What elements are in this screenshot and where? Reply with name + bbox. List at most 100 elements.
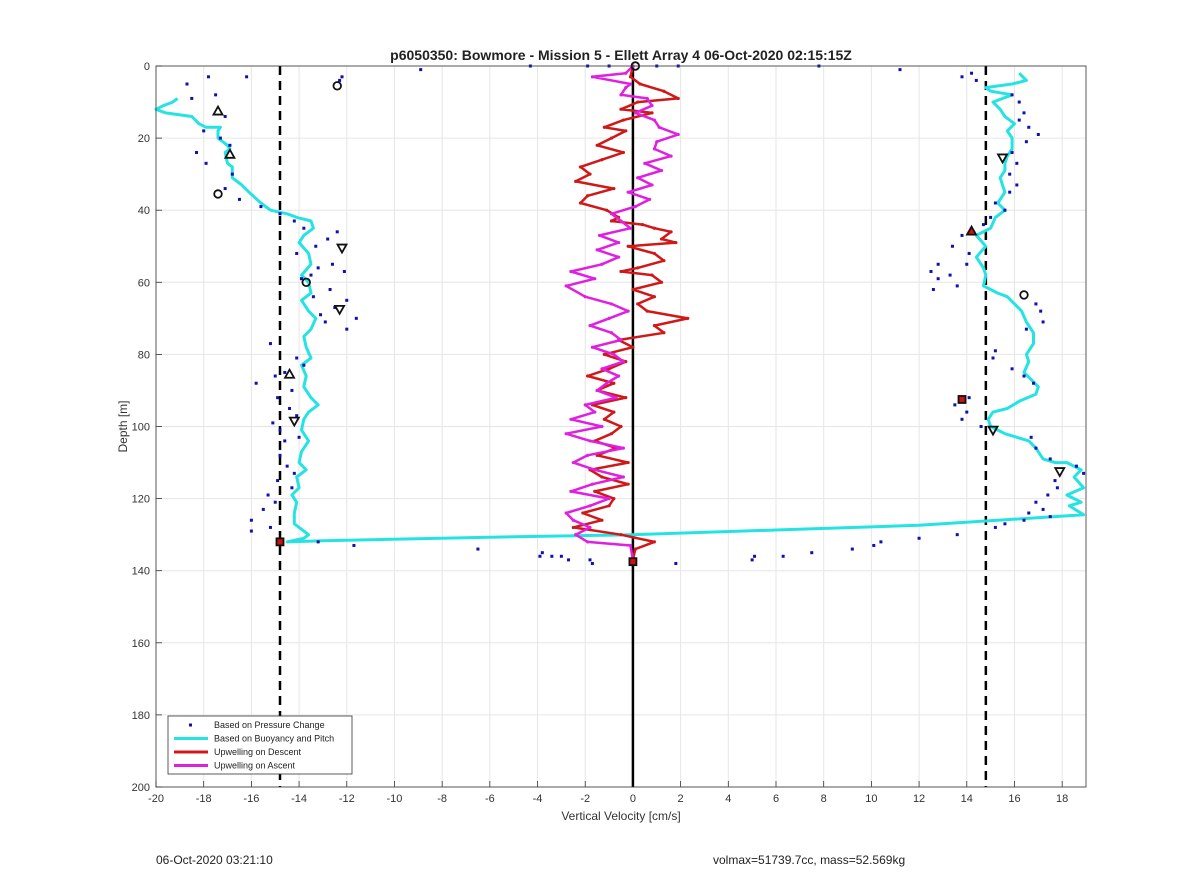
ascent-point [593,468,597,472]
ascent-point [628,543,633,548]
pressure-point [302,363,306,367]
x-tick-label: -6 [485,793,495,805]
pressure-point [559,554,563,558]
pressure-point [190,96,194,100]
pressure-point [850,547,854,551]
descent-point [626,460,630,465]
descent-point [636,266,640,270]
buoyancy-pitch-line [154,72,1086,544]
pressure-point [967,396,971,400]
pressure-point [953,403,957,407]
x-tick-label: 0 [630,793,636,805]
ascent-point [569,489,573,493]
y-tick-label: 160 [132,638,150,650]
x-tick-label: 2 [678,793,684,805]
circle-marker [1019,290,1029,300]
ascent-point [626,190,630,194]
ascent-point [583,403,587,407]
pressure-point [290,388,294,392]
pressure-point [1022,374,1026,378]
descent-point [612,186,616,191]
x-tick-label: 18 [1056,793,1068,805]
ascent-point [588,439,592,443]
descent-point [588,172,592,176]
pressure-point [283,370,287,374]
pressure-point [237,197,241,201]
descent-point [619,269,623,274]
descent-point [619,424,623,429]
pressure-point [319,313,323,317]
ascent-point [676,132,680,137]
pressure-point [974,78,978,82]
ascent-point [659,168,664,173]
pressure-point [750,558,754,562]
pressure-point [1017,100,1021,104]
footer-volmax-mass: volmax=51739.7cc, mass=52.569kg [713,853,906,867]
ascent-point [569,269,573,274]
ascent-point [626,309,630,313]
y-tick-label: 120 [132,494,150,506]
x-tick-label: -18 [196,793,212,805]
ascent-point [619,93,623,97]
ascent-point [609,302,614,306]
square-marker [957,395,967,404]
ascent-point [652,118,656,122]
pressure-point [1015,183,1019,187]
pressure-point [345,327,349,331]
pressure-point [288,406,292,410]
ascent-point [648,197,652,201]
ascent-point [645,96,649,101]
ascent-point [588,504,592,508]
pressure-point [299,277,303,281]
x-tick-label: 8 [821,793,827,805]
pressure-point [979,425,983,428]
pressure-point [1024,327,1028,331]
pressure-point [1027,511,1031,515]
pressure-point [965,410,969,414]
descent-point [662,89,666,93]
ascent-point [586,453,590,457]
descent-point [586,374,590,378]
pressure-point [345,298,349,302]
pressure-point [967,251,971,255]
square-marker [275,537,285,547]
descent-point [652,251,656,256]
x-tick-label: 16 [1008,793,1020,805]
triangle-down-marker [986,425,1000,437]
x-tick-label: 12 [913,793,925,805]
ascent-point [621,475,625,479]
ascent-point [586,540,590,544]
descent-point [631,287,635,292]
pressure-point [340,75,344,79]
square-marker [628,557,638,567]
ascent-point [621,360,625,364]
triangle-up-marker [211,104,225,116]
pressure-point [955,533,959,537]
triangle-up-marker [283,367,296,379]
pressure-point [195,151,199,155]
descent-point [624,360,628,364]
pressure-point [185,82,189,86]
x-tick-label: -16 [243,793,259,805]
descent-point [621,118,625,122]
ascent-point [633,204,637,209]
ascent-point [564,432,568,436]
ascent-point [657,125,661,129]
pressure-point [960,417,964,421]
pressure-point [342,269,346,273]
ascent-point [612,352,616,356]
descent-point [600,518,604,522]
descent-point [609,432,614,436]
ascent-point [590,345,594,349]
descent-point [652,323,656,328]
pressure-point [1034,302,1038,306]
pressure-point [950,244,954,248]
pressure-point [550,554,554,558]
descent-point [676,96,680,101]
triangle-down-marker [333,304,346,316]
pressure-point [993,525,997,529]
descent-point [652,226,656,230]
descent-point [612,497,616,501]
descent-point [619,533,623,537]
